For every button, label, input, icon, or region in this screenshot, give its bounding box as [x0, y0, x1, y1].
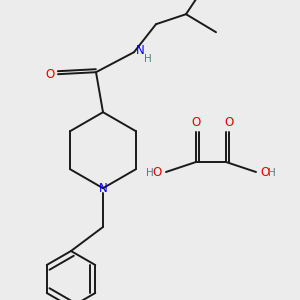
Text: H: H — [144, 54, 152, 64]
Text: O: O — [153, 167, 162, 179]
Text: N: N — [136, 44, 145, 57]
Text: O: O — [260, 167, 269, 179]
Text: O: O — [45, 68, 55, 81]
Text: H: H — [268, 168, 276, 178]
Text: O: O — [224, 116, 234, 130]
Text: H: H — [146, 168, 154, 178]
Text: N: N — [99, 182, 107, 195]
Text: O: O — [191, 116, 201, 130]
